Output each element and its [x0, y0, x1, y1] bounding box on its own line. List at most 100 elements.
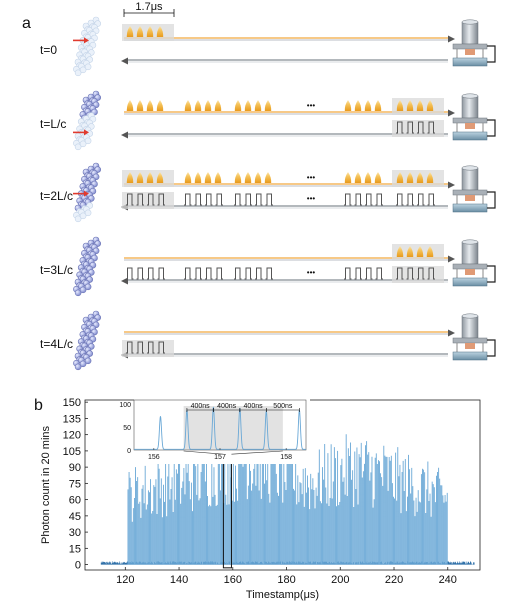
detector-base: [452, 189, 488, 196]
row-1: t=L/c •••: [40, 90, 496, 151]
time-label: t=L/c: [40, 117, 66, 131]
photon-pulse: [406, 100, 414, 111]
ellipsis: •••: [307, 268, 316, 277]
forward-arrowhead: [448, 329, 455, 337]
atom: [74, 363, 82, 371]
photon-pulse: [244, 100, 252, 111]
inset-y-tick-label: 50: [123, 425, 131, 432]
control-pulse-group: [344, 193, 383, 206]
forward-arrowhead: [448, 35, 455, 43]
photon-pulse: [426, 172, 434, 183]
x-tick-label: 120: [116, 574, 134, 586]
photon-pulse: [344, 100, 352, 111]
y-tick-label: 150: [63, 397, 81, 409]
ellipsis: •••: [307, 194, 316, 203]
row-3: t=3L/c •••: [40, 236, 496, 297]
crystal: [465, 269, 475, 275]
y-tick-label: 75: [69, 478, 81, 490]
interval-label: 400ns: [191, 403, 211, 410]
photon-pulse: [254, 100, 262, 111]
panel-a-label: a: [22, 15, 31, 32]
control-pulse-group: [126, 341, 165, 354]
mirror-platform: [452, 131, 488, 141]
detector-base: [452, 117, 488, 124]
interval-label: 500ns: [273, 403, 293, 410]
photon-pulse: [234, 100, 242, 111]
detector-cylinder: [461, 241, 479, 265]
photon-pulse: [136, 100, 144, 111]
photon-pulse: [184, 172, 192, 183]
photon-pulse: [364, 172, 372, 183]
atom: [84, 283, 92, 291]
photon-pulse: [146, 172, 154, 183]
photon-pulse: [136, 26, 144, 37]
inset-y-tick-label: 0: [127, 448, 131, 455]
photon-pulse: [354, 172, 362, 183]
photon-pulse: [264, 100, 272, 111]
photon-count-chart: 0 15 30 45 60 75 90 105 120 135 150 120 140 160 180 200…: [40, 397, 481, 601]
inset-x-tick-label: 158: [280, 454, 292, 461]
atom: [79, 360, 87, 368]
detector-cylinder: [461, 21, 479, 45]
detector-top: [461, 93, 479, 99]
x-tick-label: 180: [277, 574, 295, 586]
photon-pulse: [406, 172, 414, 183]
photon-pulse: [126, 100, 134, 111]
photon-pulse: [204, 172, 212, 183]
atom: [74, 69, 82, 77]
mirror-platform: [452, 57, 488, 67]
x-tick-label: 140: [170, 574, 188, 586]
photon-pulses: [127, 423, 448, 565]
photon-pulse: [146, 26, 154, 37]
inset-y-tick-label: 100: [119, 402, 131, 409]
atom: [84, 209, 92, 217]
cable: [487, 191, 496, 209]
photon-pulse: [234, 172, 242, 183]
scale-bar: 1.7μs: [123, 1, 175, 17]
y-tick-label: 60: [69, 495, 81, 507]
interval-label: 400ns: [217, 403, 237, 410]
photon-pulse: [244, 172, 252, 183]
mirror-platform: [452, 277, 488, 287]
photon-pulse: [416, 246, 424, 257]
control-pulse-group: [184, 267, 223, 280]
cable: [487, 45, 496, 63]
atom: [84, 63, 92, 71]
photon-pulse: [426, 246, 434, 257]
photon-pulse: [156, 26, 164, 37]
y-tick-label: 45: [69, 511, 81, 523]
photon-pulse: [126, 172, 134, 183]
row-2: t=2L/c ••• •••: [40, 162, 496, 223]
x-tick-label: 160: [224, 574, 242, 586]
y-tick-label: 90: [69, 462, 81, 474]
atom: [74, 215, 82, 223]
crystal: [465, 123, 475, 129]
atom: [79, 286, 87, 294]
crystal: [465, 195, 475, 201]
cable: [487, 339, 496, 357]
photon-pulse: [374, 172, 382, 183]
photon-pulse: [214, 172, 222, 183]
control-pulse-group: [184, 193, 223, 206]
mirror-platform: [452, 351, 488, 361]
crystal: [465, 343, 475, 349]
backward-arrowhead: [121, 131, 128, 139]
inset-x-tick-label: 156: [148, 454, 160, 461]
forward-arrowhead: [448, 255, 455, 263]
detector-base: [452, 263, 488, 270]
ellipsis: •••: [307, 173, 316, 182]
y-tick-label: 0: [75, 560, 81, 572]
atom: [84, 357, 92, 365]
y-tick-label: 135: [63, 413, 81, 425]
control-pulse-group: [126, 267, 165, 280]
photon-pulse: [214, 100, 222, 111]
photon-pulse: [204, 100, 212, 111]
forward-arrowhead: [448, 109, 455, 117]
x-axis-label: Timestamp(μs): [246, 589, 319, 601]
time-label: t=4L/c: [40, 337, 73, 351]
red-arrowhead: [84, 190, 89, 197]
interval-label: 400ns: [244, 403, 264, 410]
atom: [79, 140, 87, 148]
control-pulse-group: [396, 267, 435, 280]
atom: [74, 289, 82, 297]
